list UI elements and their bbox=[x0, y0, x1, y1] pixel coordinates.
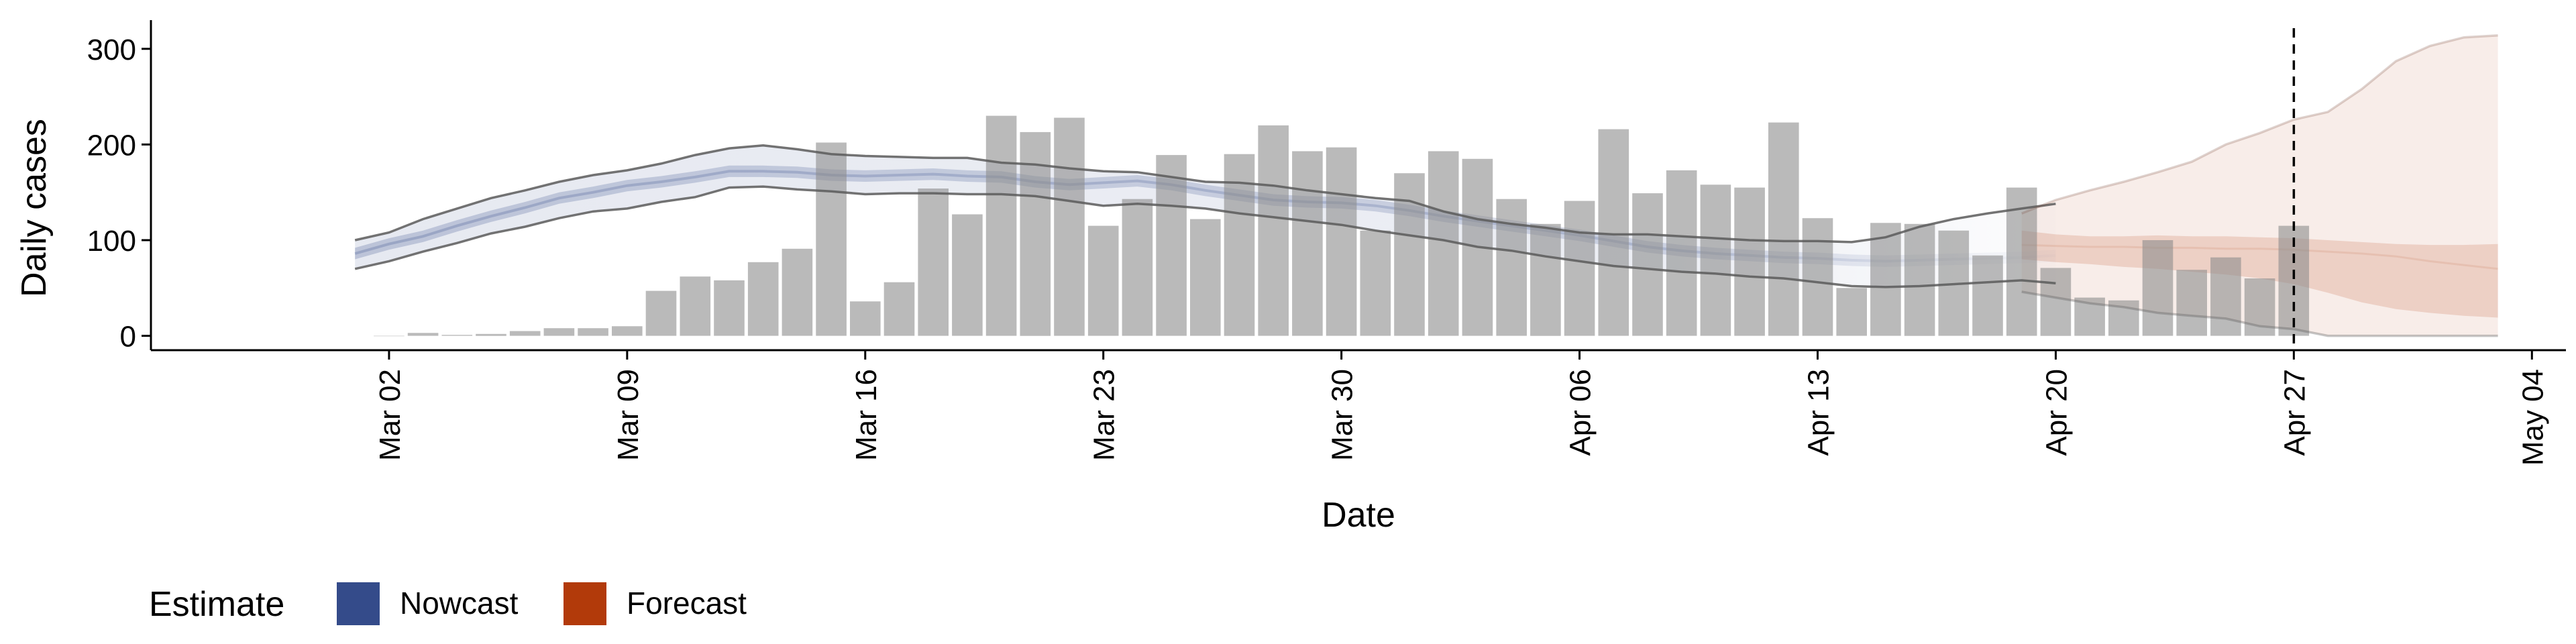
bar bbox=[1087, 225, 1119, 336]
axes: Daily cases Date 0 100 200 300 Mar 02 Mar 09 M… bbox=[15, 20, 2566, 535]
bar bbox=[714, 280, 745, 336]
nowcast-lower-line bbox=[354, 185, 2056, 288]
nowcast-band-90 bbox=[355, 145, 2056, 287]
bar bbox=[1564, 201, 1595, 336]
forecast-bands bbox=[2021, 35, 2498, 336]
bar bbox=[1292, 151, 1323, 336]
bar bbox=[747, 262, 779, 336]
bar bbox=[1870, 223, 1901, 336]
x-tick-label: Apr 13 bbox=[1803, 369, 1835, 456]
forecast-band-50 bbox=[2021, 230, 2498, 318]
y-axis-title: Daily cases bbox=[15, 119, 54, 297]
bar bbox=[1598, 129, 1629, 336]
y-tick-label: 100 bbox=[87, 225, 136, 258]
x-tick-label: Mar 16 bbox=[850, 369, 883, 461]
bar bbox=[407, 333, 439, 336]
forecast-lower-line bbox=[2021, 290, 2498, 337]
bar bbox=[850, 301, 881, 336]
bar bbox=[2176, 270, 2207, 336]
bars bbox=[374, 115, 2310, 337]
bar bbox=[1122, 199, 1153, 336]
band-outlines bbox=[354, 34, 2498, 337]
bar bbox=[1904, 223, 1935, 336]
x-tick-label: Apr 27 bbox=[2278, 369, 2311, 456]
bar bbox=[1360, 230, 1391, 336]
bar bbox=[985, 115, 1017, 336]
forecast-band-90 bbox=[2021, 35, 2498, 336]
bar bbox=[1802, 218, 1833, 336]
bar bbox=[509, 331, 541, 336]
x-tick-label: Mar 30 bbox=[1326, 369, 1359, 461]
y-tick-label: 0 bbox=[120, 321, 136, 354]
x-tick-label: Mar 02 bbox=[374, 369, 407, 461]
x-tick-label: Apr 06 bbox=[1564, 369, 1597, 456]
bar bbox=[782, 248, 813, 336]
bar bbox=[952, 214, 983, 336]
bar bbox=[1428, 151, 1459, 336]
bar bbox=[1632, 193, 1663, 336]
bar bbox=[612, 326, 643, 336]
legend-title: Estimate bbox=[149, 585, 284, 624]
bar bbox=[1054, 117, 1085, 336]
bar bbox=[2142, 240, 2174, 336]
nowcast-band-50 bbox=[355, 165, 2056, 267]
x-tick-label: Apr 20 bbox=[2040, 369, 2073, 456]
bar bbox=[2074, 297, 2105, 336]
bar bbox=[918, 189, 949, 336]
forecast-median-line bbox=[2021, 244, 2498, 270]
bar bbox=[476, 333, 506, 336]
bar bbox=[2108, 300, 2139, 336]
bar bbox=[2006, 187, 2037, 336]
bar bbox=[1394, 173, 1425, 336]
bar bbox=[1530, 223, 1561, 336]
legend-label-forecast: Forecast bbox=[627, 586, 747, 621]
x-tick-label: May 04 bbox=[2516, 369, 2549, 466]
bar bbox=[1972, 255, 2003, 336]
y-tick-label: 200 bbox=[87, 129, 136, 162]
bar bbox=[1666, 170, 1697, 336]
bar bbox=[1190, 219, 1221, 336]
bar bbox=[578, 328, 608, 336]
y-tick-label: 300 bbox=[87, 34, 136, 66]
bar bbox=[1734, 187, 1765, 336]
x-axis-title: Date bbox=[1322, 496, 1395, 535]
x-tick-label: Mar 23 bbox=[1088, 369, 1121, 461]
bar bbox=[816, 142, 847, 336]
bar bbox=[543, 328, 575, 336]
x-tick-label: Mar 09 bbox=[612, 369, 645, 461]
bar bbox=[1836, 288, 1867, 336]
bar bbox=[1258, 125, 1289, 336]
bar bbox=[1326, 147, 1357, 336]
legend-swatch-forecast bbox=[564, 582, 606, 625]
legend: Estimate Nowcast Forecast bbox=[149, 582, 747, 625]
bar bbox=[374, 335, 405, 337]
legend-label-nowcast: Nowcast bbox=[400, 586, 519, 621]
bar bbox=[2244, 278, 2275, 336]
bar bbox=[2040, 268, 2072, 336]
bar bbox=[645, 290, 677, 336]
bar bbox=[1156, 155, 1187, 336]
bar bbox=[1768, 122, 1799, 336]
bar bbox=[883, 282, 915, 336]
nowcast-upper-line bbox=[354, 144, 2056, 244]
legend-swatch-nowcast bbox=[337, 582, 380, 625]
bar bbox=[2210, 257, 2241, 336]
bar bbox=[1496, 199, 1527, 336]
bar bbox=[1020, 131, 1051, 336]
forecast-upper-line bbox=[2021, 34, 2498, 215]
bar bbox=[680, 276, 711, 336]
bar bbox=[1700, 184, 1731, 336]
